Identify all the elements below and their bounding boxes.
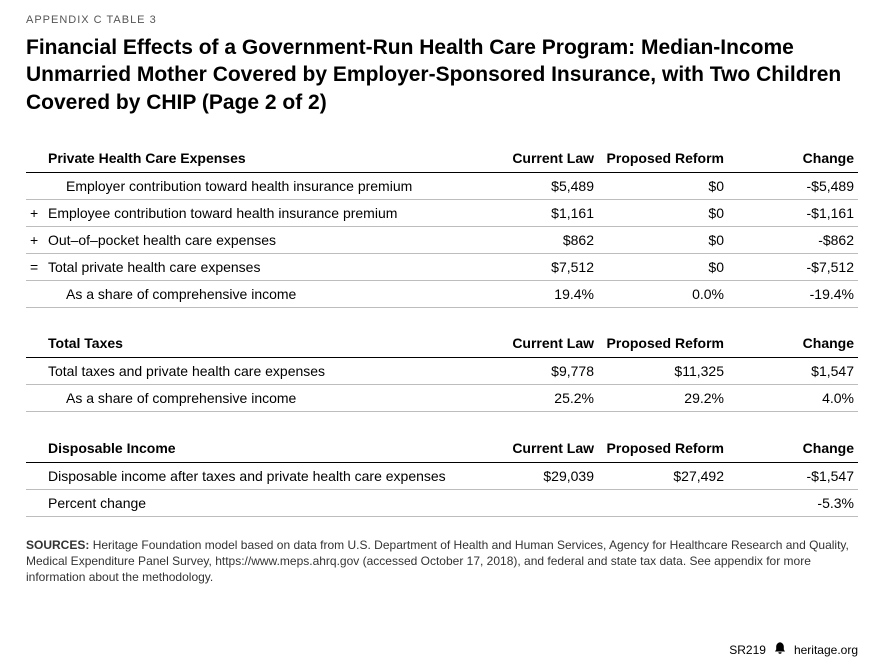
row-change: -$5,489 <box>728 172 858 199</box>
row-proposed: $27,492 <box>598 462 728 489</box>
row-label: Total private health care expenses <box>44 253 468 280</box>
table-row: Total taxes and private health care expe… <box>26 358 858 385</box>
row-operator: = <box>26 253 44 280</box>
row-operator <box>26 358 44 385</box>
row-label: Disposable income after taxes and privat… <box>44 462 468 489</box>
table-row: +Employee contribution toward health ins… <box>26 199 858 226</box>
row-operator <box>26 172 44 199</box>
row-operator <box>26 385 44 412</box>
appendix-label: APPENDIX C TABLE 3 <box>26 14 858 26</box>
row-proposed: $0 <box>598 172 728 199</box>
table-row: +Out–of–pocket health care expenses$862$… <box>26 226 858 253</box>
row-current <box>468 489 598 516</box>
table-row: As a share of comprehensive income19.4%0… <box>26 280 858 307</box>
table-row: Employer contribution toward health insu… <box>26 172 858 199</box>
col-proposed: Proposed Reform <box>598 329 728 358</box>
row-current: 19.4% <box>468 280 598 307</box>
row-operator: + <box>26 226 44 253</box>
row-current: $862 <box>468 226 598 253</box>
table-row: Percent change -5.3% <box>26 489 858 516</box>
row-label: As a share of comprehensive income <box>44 385 468 412</box>
table-row: As a share of comprehensive income25.2%2… <box>26 385 858 412</box>
row-change: -$1,161 <box>728 199 858 226</box>
sources-label: SOURCES: <box>26 538 89 552</box>
col-proposed: Proposed Reform <box>598 434 728 463</box>
row-change: -19.4% <box>728 280 858 307</box>
row-change: -$862 <box>728 226 858 253</box>
page-title: Financial Effects of a Government-Run He… <box>26 34 858 116</box>
footer: SR219 heritage.org <box>729 641 858 658</box>
col-change: Change <box>728 144 858 173</box>
row-proposed: $0 <box>598 253 728 280</box>
col-change: Change <box>728 434 858 463</box>
row-label: Employer contribution toward health insu… <box>44 172 468 199</box>
data-table: Private Health Care ExpensesCurrent LawP… <box>26 144 858 517</box>
row-current: $9,778 <box>468 358 598 385</box>
row-current: $7,512 <box>468 253 598 280</box>
row-current: $1,161 <box>468 199 598 226</box>
row-change: -$1,547 <box>728 462 858 489</box>
row-change: $1,547 <box>728 358 858 385</box>
row-proposed: 29.2% <box>598 385 728 412</box>
row-label: Percent change <box>44 489 468 516</box>
row-operator: + <box>26 199 44 226</box>
bell-icon <box>774 641 786 658</box>
row-label: Total taxes and private health care expe… <box>44 358 468 385</box>
row-proposed: $0 <box>598 226 728 253</box>
row-proposed: $0 <box>598 199 728 226</box>
row-change: 4.0% <box>728 385 858 412</box>
section-header: Private Health Care Expenses <box>44 144 468 173</box>
col-proposed: Proposed Reform <box>598 144 728 173</box>
row-label: As a share of comprehensive income <box>44 280 468 307</box>
row-operator <box>26 462 44 489</box>
footer-site: heritage.org <box>794 643 858 657</box>
row-current: $5,489 <box>468 172 598 199</box>
sources-text: Heritage Foundation model based on data … <box>26 538 849 584</box>
sources-note: SOURCES: Heritage Foundation model based… <box>26 537 858 586</box>
row-proposed: 0.0% <box>598 280 728 307</box>
row-operator <box>26 489 44 516</box>
footer-sr: SR219 <box>729 643 766 657</box>
table-row: =Total private health care expenses$7,51… <box>26 253 858 280</box>
row-proposed <box>598 489 728 516</box>
col-current: Current Law <box>468 144 598 173</box>
row-label: Out–of–pocket health care expenses <box>44 226 468 253</box>
section-header: Total Taxes <box>44 329 468 358</box>
section-header: Disposable Income <box>44 434 468 463</box>
table-row: Disposable income after taxes and privat… <box>26 462 858 489</box>
col-current: Current Law <box>468 329 598 358</box>
col-current: Current Law <box>468 434 598 463</box>
row-label: Employee contribution toward health insu… <box>44 199 468 226</box>
row-current: 25.2% <box>468 385 598 412</box>
col-change: Change <box>728 329 858 358</box>
row-change: -$7,512 <box>728 253 858 280</box>
row-proposed: $11,325 <box>598 358 728 385</box>
row-current: $29,039 <box>468 462 598 489</box>
row-operator <box>26 280 44 307</box>
row-change: -5.3% <box>728 489 858 516</box>
